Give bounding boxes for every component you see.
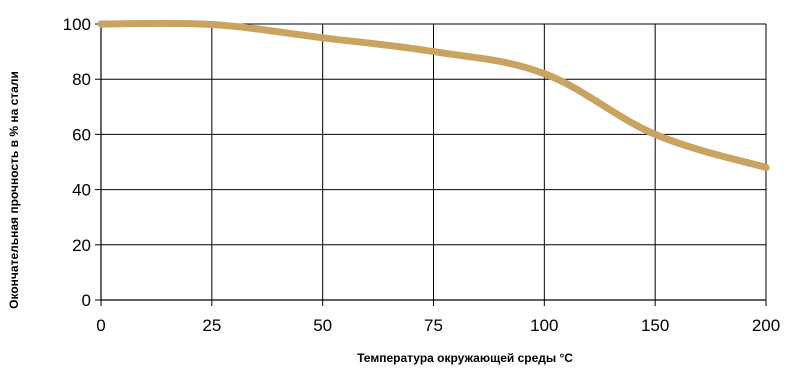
data-point <box>97 20 105 28</box>
y-tick-label: 100 <box>63 15 91 34</box>
series <box>97 19 770 172</box>
x-tick-label: 50 <box>313 316 332 335</box>
data-point <box>540 70 548 78</box>
data-point <box>319 34 327 42</box>
x-tick-label: 100 <box>530 316 558 335</box>
y-axis-title: Окончательная прочность в % на стали <box>7 71 21 309</box>
y-tick-labels: 0 20 40 60 80 100 <box>63 15 91 310</box>
x-tick-label: 150 <box>641 316 669 335</box>
y-tick-label: 40 <box>72 181 91 200</box>
data-point <box>762 164 770 172</box>
x-axis-title: Температура окружающей среды °C <box>357 351 573 365</box>
data-point <box>430 48 437 56</box>
y-tick-label: 20 <box>72 236 91 255</box>
y-tick-label: 0 <box>82 291 91 310</box>
y-tick-label: 80 <box>72 70 91 89</box>
data-point <box>208 21 216 29</box>
grid <box>101 23 767 300</box>
x-tick-label: 75 <box>424 316 443 335</box>
data-point <box>651 130 659 138</box>
x-tick-label: 25 <box>202 316 221 335</box>
x-tick-labels: 0 25 50 75 100 150 200 <box>96 316 780 335</box>
x-tick-label: 0 <box>96 316 105 335</box>
axes <box>95 23 767 306</box>
y-tick-label: 60 <box>72 125 91 144</box>
x-tick-label: 200 <box>752 316 780 335</box>
